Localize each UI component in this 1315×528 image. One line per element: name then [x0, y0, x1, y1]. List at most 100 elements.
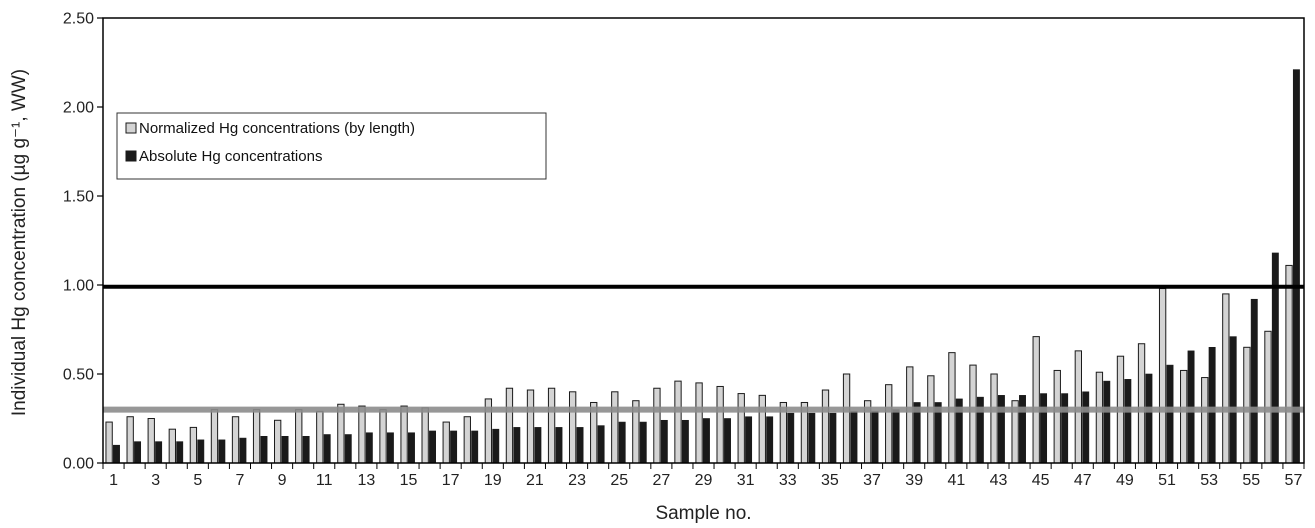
bar-normalized-12 [337, 403, 345, 464]
bar-normalized-54 [1222, 293, 1230, 464]
bar-absolute-23 [576, 427, 584, 464]
bar-absolute-51 [1166, 364, 1174, 464]
bar-normalized-27 [653, 387, 661, 464]
bar-absolute-49 [1124, 379, 1132, 464]
bar-absolute-29 [702, 418, 710, 464]
bar-absolute-28 [681, 419, 689, 464]
bar-normalized-35 [821, 389, 830, 464]
bar-absolute-22 [555, 427, 563, 464]
bar-absolute-34 [808, 412, 816, 464]
x-tick-label: 21 [526, 472, 544, 489]
bar-absolute-37 [871, 411, 879, 464]
x-tick-label: 25 [610, 472, 628, 489]
bar-normalized-1 [105, 421, 113, 464]
bar-normalized-5 [189, 426, 198, 464]
bar-absolute-46 [1061, 393, 1069, 464]
x-tick-label: 39 [905, 472, 923, 489]
bar-normalized-39 [906, 366, 914, 464]
x-tick-label: 31 [737, 472, 755, 489]
legend-label-1: Normalized Hg concentrations (by length) [139, 120, 415, 137]
y-tick-label: 1.50 [63, 189, 94, 206]
bar-normalized-16 [421, 407, 429, 464]
bar-normalized-18 [463, 416, 471, 464]
bar-absolute-12 [344, 434, 352, 464]
bar-absolute-14 [386, 432, 394, 464]
bar-absolute-19 [492, 428, 500, 464]
reference-lines [103, 284, 1304, 413]
bar-absolute-48 [1103, 380, 1111, 464]
bar-absolute-30 [724, 418, 731, 464]
bar-normalized-50 [1137, 343, 1146, 464]
x-tick-label: 29 [695, 472, 713, 489]
bar-normalized-57 [1285, 264, 1293, 464]
bar-normalized-21 [526, 389, 535, 464]
bar-absolute-32 [766, 416, 774, 464]
x-tick-label: 45 [1032, 472, 1050, 489]
x-tick-label: 9 [278, 472, 287, 489]
bar-normalized-8 [252, 409, 261, 464]
bar-normalized-32 [758, 394, 766, 464]
x-tick-label: 35 [821, 472, 839, 489]
x-tick-label: 41 [947, 472, 965, 489]
bar-normalized-55 [1243, 346, 1251, 464]
bar-absolute-13 [365, 432, 373, 464]
y-tick-label: 0.50 [63, 367, 94, 384]
bar-normalized-43 [990, 373, 998, 464]
x-tick-label: 11 [316, 472, 333, 489]
bar-absolute-56 [1271, 252, 1279, 464]
bar-normalized-56 [1264, 330, 1272, 464]
bar-normalized-7 [231, 416, 240, 464]
bar-absolute-33 [787, 412, 795, 464]
x-tick-label: 49 [1116, 472, 1134, 489]
bar-absolute-16 [429, 430, 437, 464]
bar-absolute-11 [323, 434, 331, 464]
bar-absolute-36 [850, 411, 858, 464]
bar-absolute-25 [618, 421, 626, 464]
bar-absolute-27 [660, 419, 668, 464]
y-tick-label: 0.00 [63, 456, 94, 473]
bar-absolute-38 [892, 409, 900, 464]
plot-frame [102, 17, 1305, 464]
legend-swatch-2 [125, 150, 137, 162]
x-tick-label: 43 [990, 472, 1008, 489]
bar-absolute-45 [1040, 393, 1048, 464]
x-tick-label: 55 [1242, 472, 1260, 489]
bar-normalized-20 [505, 387, 514, 464]
y-tick-label: 2.00 [63, 100, 94, 117]
bar-normalized-15 [400, 405, 408, 464]
bar-normalized-13 [358, 405, 366, 464]
bar-absolute-6 [218, 439, 226, 464]
bar-normalized-42 [969, 364, 977, 464]
bar-normalized-14 [379, 409, 387, 464]
bar-absolute-20 [513, 427, 521, 464]
bar-normalized-2 [126, 416, 134, 464]
bar-absolute-55 [1250, 298, 1258, 464]
bar-normalized-10 [295, 409, 303, 464]
x-tick-label: 13 [357, 472, 375, 489]
bar-absolute-10 [302, 435, 310, 464]
bar-normalized-6 [210, 409, 219, 464]
bar-normalized-23 [568, 391, 577, 464]
bar-normalized-4 [168, 428, 176, 464]
legend-label-2: Absolute Hg concentrations [139, 148, 322, 165]
bar-absolute-50 [1145, 373, 1153, 464]
y-tick-label: 1.00 [63, 278, 94, 295]
bar-absolute-26 [639, 421, 647, 464]
bar-absolute-7 [239, 437, 247, 464]
legend-box [116, 112, 547, 180]
bar-normalized-51 [1158, 288, 1167, 464]
bar-normalized-3 [147, 418, 155, 464]
bar-absolute-9 [281, 435, 289, 464]
bar-absolute-53 [1208, 346, 1216, 464]
x-tick-label: 19 [484, 472, 502, 489]
bar-absolute-35 [829, 412, 837, 464]
bar-normalized-31 [737, 393, 745, 464]
x-tick-label: 7 [236, 472, 245, 489]
legend: Normalized Hg concentrations (by length)… [116, 112, 547, 180]
bar-absolute-3 [155, 441, 163, 464]
x-tick-label: 33 [779, 472, 797, 489]
bar-absolute-44 [1019, 395, 1026, 464]
bar-absolute-47 [1082, 391, 1090, 464]
bar-absolute-8 [260, 435, 268, 464]
